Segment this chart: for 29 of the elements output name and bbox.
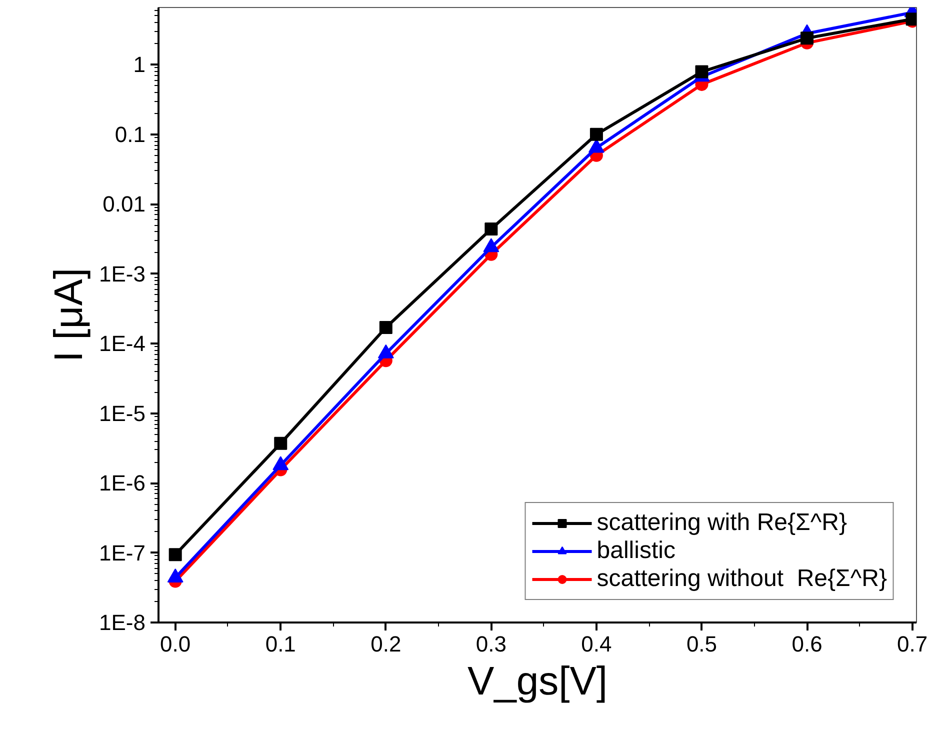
y-tick-label: 0.01 (102, 192, 146, 217)
point (484, 222, 498, 236)
y-tick-label: 1E-7 (99, 540, 146, 566)
legend-label: scattering with Re{Σ^R} (596, 509, 847, 537)
point (695, 65, 708, 78)
x-tick-label: 0.1 (265, 632, 296, 656)
point (168, 548, 182, 562)
x-tick-label: 0.6 (792, 632, 822, 656)
x-axis-title: V_gs[V] (467, 660, 608, 704)
y-tick-label: 1E-8 (99, 610, 146, 635)
x-tick-label: 0.7 (896, 632, 928, 656)
point (274, 436, 288, 450)
point (800, 32, 814, 45)
x-tick-label: 0.4 (581, 632, 612, 656)
y-tick-label: 0.1 (114, 122, 146, 147)
x-tick-label: 0.0 (160, 632, 191, 656)
y-tick-label: 1E-3 (99, 261, 146, 286)
x-tick-label: 0.2 (370, 632, 402, 656)
point (379, 321, 392, 334)
y-tick-label: 1E-6 (99, 470, 146, 496)
point (590, 128, 603, 141)
x-tick-label: 0.5 (686, 632, 718, 656)
y-axis-title: I [μA] (47, 268, 92, 362)
y-tick-label: 1E-4 (99, 331, 146, 356)
legend-label: scattering without Re{Σ^R} (596, 565, 887, 593)
x-tick-label: 0.3 (476, 632, 506, 656)
y-tick-label: 1 (133, 52, 146, 78)
legend-label: ballistic (596, 537, 676, 565)
y-tick-label: 1E-5 (99, 400, 146, 426)
